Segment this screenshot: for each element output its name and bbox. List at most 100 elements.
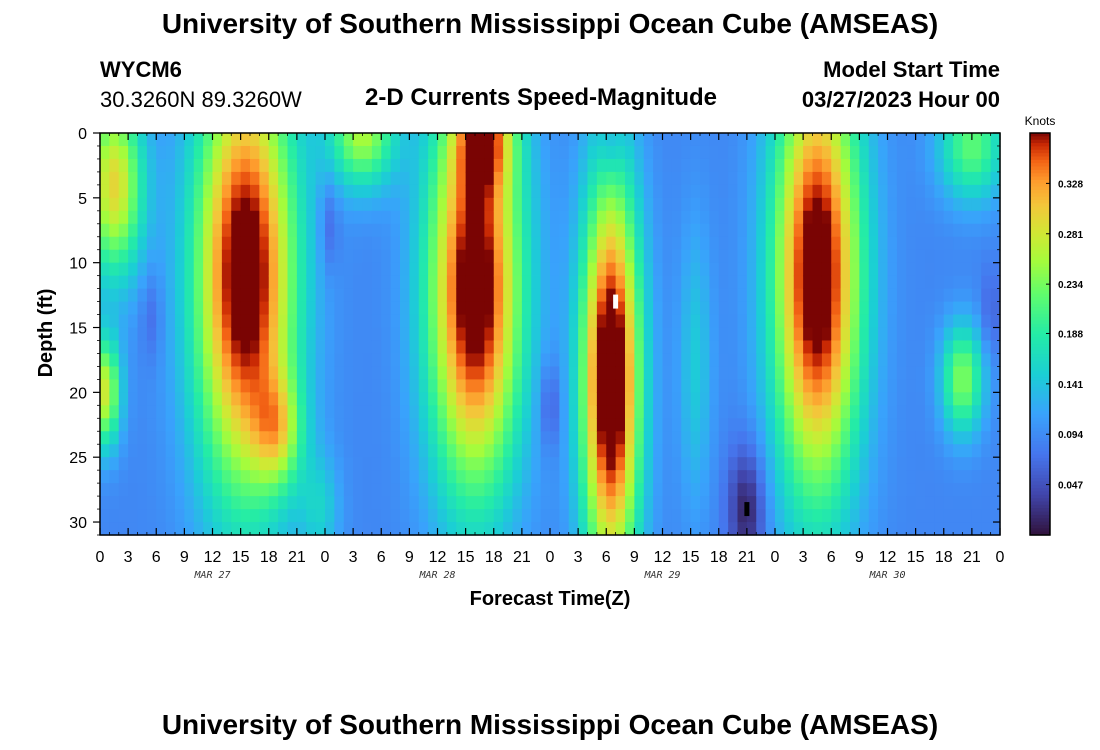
heatmap-cell (784, 197, 795, 212)
heatmap-cell (690, 457, 701, 471)
heatmap-cell (596, 223, 607, 238)
x-tick-label: 3 (349, 549, 358, 566)
heatmap-cell (718, 418, 729, 432)
colorbar-swatch (1030, 377, 1050, 382)
heatmap-cell (418, 223, 429, 238)
heatmap-cell (896, 223, 907, 238)
heatmap-cell (437, 133, 448, 147)
heatmap-cell (221, 444, 232, 458)
heatmap-cell (568, 171, 579, 186)
heatmap-cell (540, 509, 551, 523)
heatmap-cell (718, 301, 729, 316)
heatmap-cell (203, 223, 214, 238)
heatmap-cell (615, 509, 626, 523)
heatmap-cell (484, 353, 495, 368)
heatmap-cell (887, 392, 898, 406)
heatmap-cell (784, 509, 795, 523)
heatmap-cell (728, 236, 739, 251)
heatmap-cell (831, 197, 842, 212)
heatmap-cell (925, 145, 935, 160)
heatmap-cell (634, 418, 645, 432)
heatmap-cell (446, 379, 457, 393)
heatmap-cell (118, 431, 129, 445)
heatmap-cell (184, 379, 195, 393)
heatmap-cell (390, 262, 401, 277)
heatmap-cell (634, 340, 645, 355)
heatmap-cell (850, 249, 860, 264)
heatmap-cell (128, 262, 139, 277)
heatmap-cell (250, 366, 260, 380)
heatmap-cell (165, 353, 176, 368)
heatmap-cell (709, 444, 720, 458)
heatmap-cell (465, 133, 476, 147)
heatmap-cell (662, 470, 673, 484)
heatmap-cell (737, 431, 748, 445)
heatmap-cell (559, 262, 570, 277)
heatmap-cell (503, 288, 514, 303)
heatmap-cell (343, 275, 354, 290)
heatmap-cell (756, 223, 767, 238)
heatmap-cell (484, 470, 495, 484)
heatmap-cell (493, 509, 504, 523)
heatmap-cell (615, 496, 626, 510)
heatmap-cell (915, 133, 926, 147)
heatmap-cell (943, 210, 954, 225)
heatmap-cell (971, 301, 982, 316)
heatmap-cell (690, 236, 701, 251)
heatmap-cell (559, 327, 570, 342)
heatmap-cell (193, 340, 204, 355)
heatmap-cell (821, 327, 832, 342)
heatmap-cell (259, 418, 270, 432)
heatmap-cell (878, 353, 889, 368)
heatmap-cell (184, 210, 195, 225)
heatmap-cell (353, 171, 364, 186)
heatmap-cell (437, 509, 448, 523)
heatmap-cell (315, 301, 326, 316)
heatmap-cell (137, 327, 148, 342)
heatmap-cell (850, 379, 860, 393)
heatmap-cell (578, 470, 589, 484)
heatmap-cell (118, 327, 129, 342)
colorbar-swatch (1030, 347, 1050, 352)
heatmap-cell (962, 379, 973, 393)
heatmap-cell (990, 483, 1001, 497)
heatmap-cell (109, 184, 120, 199)
heatmap-cell (231, 158, 242, 173)
heatmap-cell (915, 418, 926, 432)
heatmap-cell (184, 314, 195, 329)
heatmap-cell (681, 171, 692, 186)
heatmap-cell (475, 223, 485, 238)
heatmap-cell (296, 133, 307, 147)
heatmap-cell (775, 496, 785, 510)
heatmap-cell (268, 366, 279, 380)
heatmap-cell (831, 288, 842, 303)
heatmap-cell (371, 353, 382, 368)
heatmap-cell (662, 210, 673, 225)
heatmap-cell (128, 145, 139, 160)
heatmap-cell (428, 327, 439, 342)
colorbar-swatch (1030, 504, 1050, 509)
heatmap-cell (240, 431, 251, 445)
heatmap-cell (240, 210, 251, 225)
heatmap-cell (343, 418, 354, 432)
heatmap-cell (118, 314, 129, 329)
heatmap-cell (296, 314, 307, 329)
heatmap-cell (390, 366, 401, 380)
heatmap-cell (681, 262, 692, 277)
heatmap-cell (250, 288, 260, 303)
heatmap-cell (859, 210, 870, 225)
heatmap-cell (503, 509, 514, 523)
heatmap-cell (653, 353, 664, 368)
heatmap-cell (821, 223, 832, 238)
heatmap-cell (971, 379, 982, 393)
heatmap-cell (662, 301, 673, 316)
heatmap-cell (371, 145, 382, 160)
heatmap-cell (325, 353, 335, 368)
heatmap-cell (428, 379, 439, 393)
heatmap-cell (184, 431, 195, 445)
heatmap-cell (793, 483, 804, 497)
heatmap-cell (343, 145, 354, 160)
heatmap-cell (428, 483, 439, 497)
heatmap-cell (362, 223, 373, 238)
heatmap-cell (737, 340, 748, 355)
